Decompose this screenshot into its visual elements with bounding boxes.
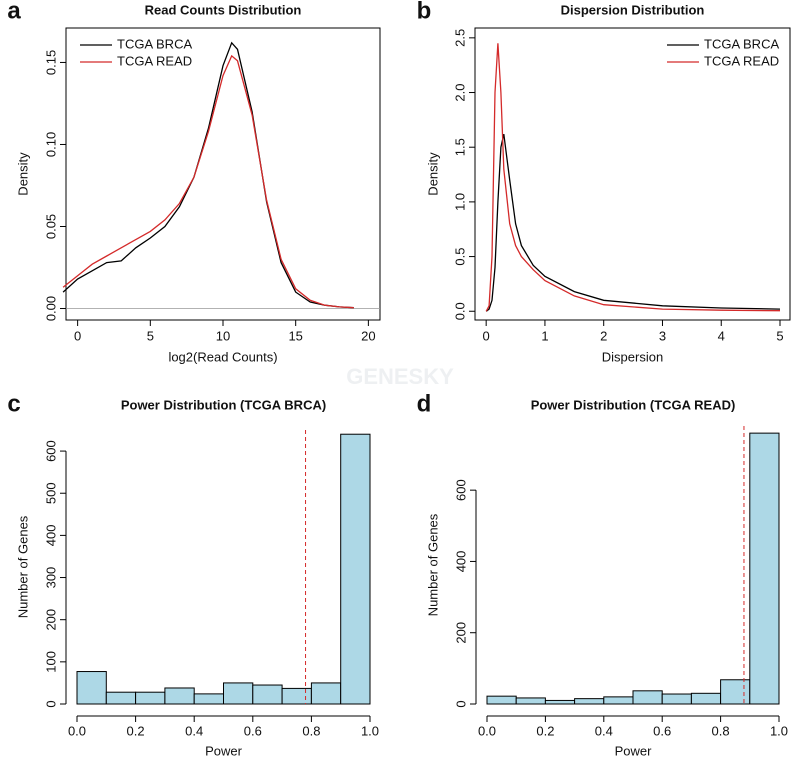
y-tick-label: 300 — [43, 567, 58, 589]
legend-label: TCGA READ — [704, 53, 779, 68]
y-axis-label: Density — [425, 152, 440, 196]
histogram-bar — [574, 698, 605, 705]
x-tick-label: 10 — [216, 328, 230, 343]
histogram-bar — [720, 679, 751, 705]
y-tick-label: 500 — [43, 482, 58, 504]
histogram-bar — [603, 696, 634, 705]
x-tick-label: 1.0 — [361, 723, 379, 738]
y-tick-label: 2.0 — [452, 83, 467, 101]
plot-box — [474, 27, 791, 321]
y-tick-label: 0 — [453, 700, 468, 707]
histogram-bar — [749, 432, 780, 705]
x-tick-label: 0 — [74, 328, 81, 343]
density-line — [485, 43, 781, 312]
chart-title: Power Distribution (TCGA BRCA) — [121, 397, 326, 412]
panel-letter: b — [417, 0, 432, 24]
y-tick-label: 200 — [43, 609, 58, 631]
x-tick-label: 0.0 — [68, 723, 86, 738]
y-tick-label: 600 — [453, 479, 468, 501]
x-tick-label: 2 — [600, 328, 607, 343]
legend-label: TCGA READ — [117, 53, 192, 68]
y-tick-label: 0.05 — [43, 214, 58, 239]
histogram-bar — [310, 682, 342, 705]
histogram-bar — [544, 699, 576, 705]
chart-title: Read Counts Distribution — [145, 2, 302, 17]
y-tick-label: 0 — [43, 700, 58, 707]
x-tick-label: 0 — [483, 328, 490, 343]
x-tick-label: 0.4 — [185, 723, 203, 738]
x-tick-label: 15 — [288, 328, 302, 343]
x-tick-label: 4 — [718, 328, 725, 343]
y-tick-label: 600 — [43, 440, 58, 462]
histogram-bar — [281, 687, 312, 705]
x-axis-label: Power — [205, 743, 243, 758]
histogram-bar — [164, 687, 195, 705]
histogram-bar — [486, 695, 517, 705]
y-tick-label: 1.0 — [452, 193, 467, 211]
density-line — [485, 133, 781, 312]
histogram-bar — [135, 691, 166, 705]
histogram-bar — [76, 671, 107, 705]
histogram-bar — [193, 693, 224, 705]
x-axis-label: log2(Read Counts) — [168, 349, 277, 364]
histogram-bar — [661, 693, 692, 705]
x-tick-label: 0.8 — [712, 723, 730, 738]
y-axis-label: Density — [15, 152, 30, 196]
panel-letter: c — [7, 390, 20, 417]
x-tick-label: 0.0 — [478, 723, 496, 738]
x-tick-label: 1 — [541, 328, 548, 343]
x-tick-label: 0.2 — [127, 723, 145, 738]
y-tick-label: 400 — [453, 551, 468, 573]
y-tick-label: 1.5 — [452, 138, 467, 156]
x-tick-label: 0.6 — [653, 723, 671, 738]
chart-title: Power Distribution (TCGA READ) — [531, 397, 736, 412]
x-tick-label: 3 — [659, 328, 666, 343]
histogram-bar — [340, 433, 371, 705]
panel-letter: a — [7, 0, 21, 24]
y-tick-label: 100 — [43, 651, 58, 673]
y-tick-label: 0.00 — [43, 296, 58, 321]
legend-label: TCGA BRCA — [117, 36, 192, 51]
histogram-bar — [690, 692, 722, 705]
panel-letter: d — [417, 390, 432, 417]
y-tick-label: 0.10 — [43, 132, 58, 157]
x-tick-label: 0.6 — [244, 723, 262, 738]
density-line — [62, 41, 354, 309]
x-axis-label: Dispersion — [602, 349, 663, 364]
plot-box — [65, 27, 381, 321]
histogram-bar — [105, 691, 137, 705]
histogram-bar — [515, 697, 546, 705]
legend-label: TCGA BRCA — [704, 36, 779, 51]
y-tick-label: 400 — [43, 525, 58, 547]
y-tick-label: 0.5 — [452, 248, 467, 266]
y-tick-label: 0.15 — [43, 50, 58, 75]
x-tick-label: 5 — [776, 328, 783, 343]
x-tick-label: 20 — [361, 328, 375, 343]
x-tick-label: 1.0 — [770, 723, 788, 738]
y-tick-label: 2.5 — [452, 29, 467, 47]
y-axis-label: Number of Genes — [15, 515, 30, 618]
density-line — [62, 54, 354, 309]
x-axis-label: Power — [615, 743, 653, 758]
x-tick-label: 0.4 — [595, 723, 613, 738]
y-tick-label: 0.0 — [452, 302, 467, 320]
y-axis-label: Number of Genes — [425, 513, 440, 616]
chart-title: Dispersion Distribution — [561, 2, 705, 17]
x-tick-label: 0.8 — [302, 723, 320, 738]
y-tick-label: 200 — [453, 622, 468, 644]
x-tick-label: 5 — [147, 328, 154, 343]
watermark: GENESKY — [346, 364, 454, 389]
x-tick-label: 0.2 — [536, 723, 554, 738]
histogram-bar — [632, 690, 663, 705]
histogram-bar — [223, 682, 254, 705]
histogram-bar — [252, 684, 283, 705]
